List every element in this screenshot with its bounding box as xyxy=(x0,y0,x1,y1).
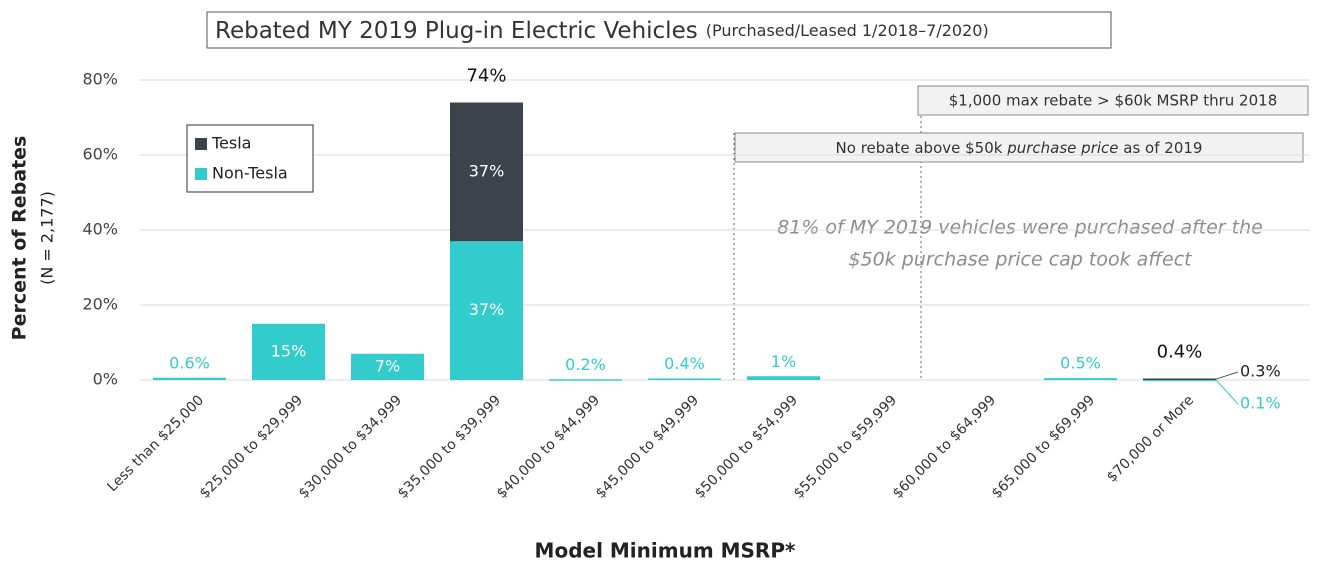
label-leader xyxy=(1215,371,1239,380)
legend-label: Tesla xyxy=(211,134,251,153)
annotation-text: $1,000 max rebate > $60k MSRP thru 2018 xyxy=(949,92,1277,110)
data-label: 0.6% xyxy=(169,353,210,372)
data-label: 0.5% xyxy=(1060,354,1101,373)
annotation-part: purchase price xyxy=(1006,139,1118,157)
bar-segment xyxy=(450,241,523,380)
bar-segment xyxy=(549,379,622,381)
y-tick-label: 80% xyxy=(82,70,118,89)
total-label: 0.4% xyxy=(1157,342,1203,363)
x-tick-label: $45,000 to $49,999 xyxy=(593,392,702,501)
x-tick-label: $60,000 to $64,999 xyxy=(890,392,999,501)
data-label: 0.4% xyxy=(664,354,705,373)
total-label: 74% xyxy=(466,66,506,87)
legend-box xyxy=(186,124,314,193)
chart-title: Rebated MY 2019 Plug-in Electric Vehicle… xyxy=(215,18,698,44)
data-label: 0.2% xyxy=(565,355,606,374)
legend-swatch xyxy=(195,138,207,150)
annotation-note: $50k purchase price cap took affect xyxy=(848,249,1193,271)
annotation-box xyxy=(917,85,1309,116)
x-tick-label: $50,000 to $54,999 xyxy=(692,392,801,501)
x-tick-label: $35,000 to $39,999 xyxy=(395,392,504,501)
y-tick-label: 40% xyxy=(82,220,118,239)
annotation-note: 81% of MY 2019 vehicles were purchased a… xyxy=(777,217,1263,239)
data-label: 37% xyxy=(469,161,505,180)
x-tick-label: Less than $25,000 xyxy=(104,392,207,495)
bar-segment xyxy=(1143,378,1216,380)
data-label: 0.1% xyxy=(1240,394,1281,413)
x-tick-label: $25,000 to $29,999 xyxy=(197,392,306,501)
y-tick-label: 60% xyxy=(82,145,118,164)
y-axis-sublabel: (N = 2,177) xyxy=(38,191,57,285)
y-tick-label: 0% xyxy=(93,370,118,389)
data-label: 37% xyxy=(469,300,505,319)
x-tick-label: $55,000 to $59,999 xyxy=(791,392,900,501)
bar-segment xyxy=(1143,379,1216,382)
bar-segment xyxy=(648,378,721,380)
bar-segment xyxy=(747,376,820,380)
bar-segment xyxy=(450,102,523,242)
chart-subtitle: (Purchased/Leased 1/2018–7/2020) xyxy=(706,21,989,40)
bar-segment xyxy=(1044,378,1117,380)
x-tick-label: $65,000 to $69,999 xyxy=(989,392,1098,501)
annotation-part: No rebate above $50k xyxy=(836,139,1008,157)
data-label: 7% xyxy=(375,356,400,375)
annotation-box xyxy=(734,132,1304,163)
x-tick-label: $30,000 to $34,999 xyxy=(296,392,405,501)
title-box xyxy=(206,11,1112,49)
x-tick-label: $70,000 or More xyxy=(1104,392,1197,485)
chart-title-group: Rebated MY 2019 Plug-in Electric Vehicle… xyxy=(215,18,989,44)
label-leader xyxy=(1215,379,1239,405)
legend-label: Non-Tesla xyxy=(212,164,288,183)
y-tick-label: 20% xyxy=(82,295,118,314)
data-label: 0.3% xyxy=(1240,362,1281,381)
y-axis-label: Percent of Rebates xyxy=(9,136,31,341)
data-label: 1% xyxy=(771,352,796,371)
bar-segment xyxy=(252,323,325,380)
x-tick-label: $40,000 to $44,999 xyxy=(494,392,603,501)
data-label: 15% xyxy=(271,341,307,360)
x-axis-label: Model Minimum MSRP* xyxy=(535,539,796,563)
bar-segment xyxy=(351,353,424,380)
annotation-part: as of 2019 xyxy=(1119,139,1203,157)
bar-segment xyxy=(153,377,226,380)
annotation-text: No rebate above $50k purchase price as o… xyxy=(836,139,1203,157)
legend-swatch xyxy=(195,168,207,180)
